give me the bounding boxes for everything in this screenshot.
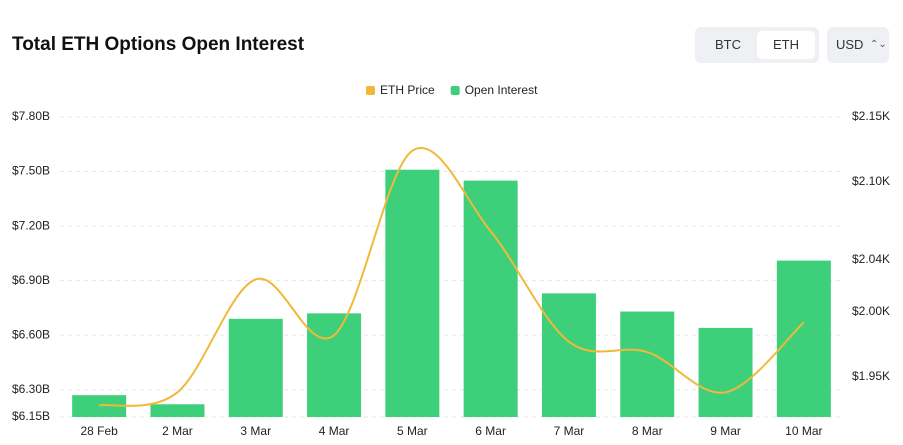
x-tick-label: 9 Mar (710, 424, 741, 438)
y2-tick-label: $1.95K (852, 369, 890, 383)
bar (698, 327, 753, 417)
legend-label: ETH Price (380, 83, 435, 97)
bar (228, 318, 283, 417)
legend-swatch (450, 86, 460, 95)
y-tick-label: $7.20B (12, 218, 50, 232)
bar (463, 180, 518, 417)
bar (385, 169, 440, 417)
bar (72, 395, 127, 417)
y2-tick-label: $2.04K (852, 252, 890, 266)
x-tick-label: 28 Feb (80, 424, 118, 438)
y-tick-label: $6.30B (12, 382, 50, 396)
select-arrow: ⌃⌄ (870, 39, 887, 50)
x-tick-label: 8 Mar (632, 424, 663, 438)
y2-tick-label: $2.15K (852, 109, 890, 123)
eth-button[interactable]: ETH (757, 31, 815, 59)
bar (307, 313, 362, 417)
currency-label: USD (836, 37, 864, 52)
chart-title: Total ETH Options Open Interest (12, 34, 305, 55)
x-tick-label: 10 Mar (785, 424, 822, 438)
y-tick-label: $6.15B (12, 409, 50, 423)
bar (541, 293, 596, 417)
legend-swatch (366, 86, 375, 95)
price-line (98, 147, 805, 407)
y-tick-label: $7.80B (12, 109, 50, 123)
x-tick-label: 3 Mar (240, 424, 271, 438)
x-tick-label: 4 Mar (319, 424, 350, 438)
coin-toggle: BTC ETH (695, 27, 819, 63)
y-tick-label: $6.90B (12, 273, 50, 287)
bar (620, 311, 675, 417)
x-tick-label: 7 Mar (554, 424, 585, 438)
bar (776, 260, 831, 417)
y2-tick-label: $2.00K (852, 304, 890, 318)
bar (150, 404, 205, 417)
y-tick-label: $7.50B (12, 164, 50, 178)
x-tick-label: 6 Mar (475, 424, 506, 438)
y2-tick-label: $2.10K (852, 174, 890, 188)
x-tick-label: 2 Mar (162, 424, 193, 438)
currency-select[interactable]: USD ⌃⌄ (827, 27, 889, 63)
btc-button[interactable]: BTC (715, 37, 741, 52)
x-tick-label: 5 Mar (397, 424, 428, 438)
legend-label: Open Interest (465, 83, 538, 97)
y-tick-label: $6.60B (12, 327, 50, 341)
